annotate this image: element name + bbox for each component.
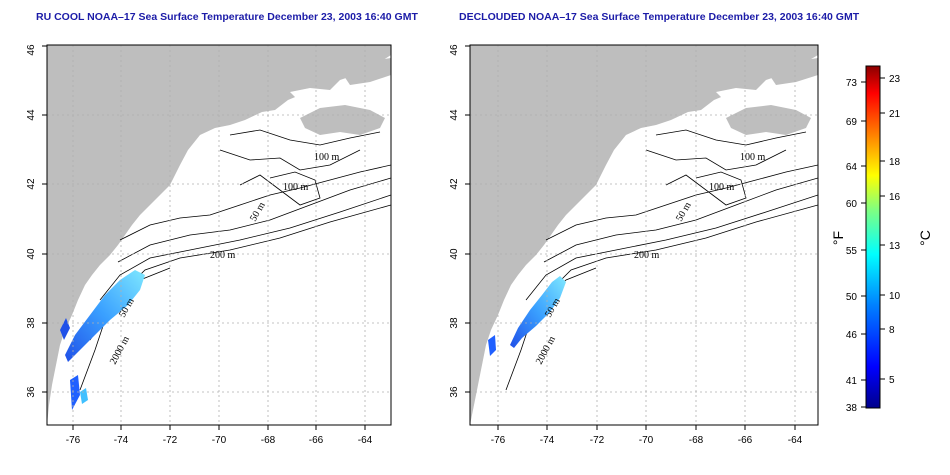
contour-label-100m: 100 m xyxy=(283,182,309,193)
colorbar-c-tick: 10 xyxy=(889,291,901,302)
x-tick-label: -70 xyxy=(212,435,227,446)
nova-scotia-land xyxy=(300,105,385,135)
colorbar-f-tick: 55 xyxy=(846,246,858,257)
y-tick-label: 38 xyxy=(449,317,460,329)
land-mass xyxy=(470,45,818,425)
colorbar-f-tick: 46 xyxy=(846,330,858,341)
right-map-frame xyxy=(469,44,819,426)
y-tick-label: 40 xyxy=(26,248,37,260)
colorbar-f-tick: 64 xyxy=(846,162,858,173)
contour-label-200m: 200 m xyxy=(210,250,236,261)
contour-label-100m: 100 m xyxy=(314,152,340,163)
colorbar-c-tick: 18 xyxy=(889,157,901,168)
y-tick-label: 38 xyxy=(26,317,37,329)
y-tick-label: 44 xyxy=(26,109,37,121)
colorbar-celsius-label: °C xyxy=(917,230,933,246)
colorbar-gradient xyxy=(865,65,881,409)
y-tick-label: 40 xyxy=(449,248,460,260)
newfoundland-land xyxy=(340,58,391,85)
colorbar-f-tick: 60 xyxy=(846,199,858,210)
lat-lon-grid xyxy=(47,45,391,425)
contour-label-100m: 100 m xyxy=(709,182,735,193)
x-tick-label: -74 xyxy=(540,435,555,446)
y-tick-label: 42 xyxy=(449,178,460,190)
colorbar-c-tick: 21 xyxy=(889,109,901,120)
y-tick-label: 36 xyxy=(449,386,460,398)
colorbar-f-tick: 50 xyxy=(846,292,858,303)
x-tick-label: -72 xyxy=(590,435,605,446)
contour-label-200m: 200 m xyxy=(634,250,660,261)
colorbar-f-tick: 38 xyxy=(846,403,858,414)
x-tick-label: -72 xyxy=(163,435,178,446)
x-tick-label: -66 xyxy=(738,435,753,446)
contour-label-100m: 100 m xyxy=(740,152,766,163)
y-tick-label: 46 xyxy=(26,44,37,56)
left-map-panel: 100 m 100 m 50 m 200 m 50 m 2000 m -76 -… xyxy=(26,44,392,446)
colorbar-f-tick: 41 xyxy=(846,376,858,387)
y-tick-label: 42 xyxy=(26,178,37,190)
x-tick-label: -76 xyxy=(491,435,506,446)
newfoundland-land xyxy=(766,58,818,85)
nova-scotia-land xyxy=(726,105,811,135)
x-tick-label: -66 xyxy=(309,435,324,446)
sst-patch xyxy=(488,276,566,356)
bay-of-fundy xyxy=(290,88,330,102)
lat-lon-grid xyxy=(470,45,818,425)
x-tick-label: -76 xyxy=(66,435,81,446)
colorbar-c-tick: 23 xyxy=(889,74,901,85)
colorbar-f-tick: 69 xyxy=(846,117,858,128)
bay-of-fundy xyxy=(716,88,756,102)
left-axis-ticks xyxy=(42,45,366,430)
colorbar: 73 69 64 60 55 50 46 41 38 23 21 18 16 1… xyxy=(830,65,933,414)
left-map-title: RU COOL NOAA–17 Sea Surface Temperature … xyxy=(36,11,418,23)
colorbar-c-tick: 13 xyxy=(889,241,901,252)
colorbar-fahrenheit-label: °F xyxy=(830,231,846,245)
right-map-title: DECLOUDED NOAA–17 Sea Surface Temperatur… xyxy=(459,11,860,23)
right-axis-ticks xyxy=(465,45,796,430)
colorbar-c-tick: 8 xyxy=(889,325,895,336)
colorbar-c-tick: 16 xyxy=(889,192,901,203)
x-tick-label: -74 xyxy=(114,435,129,446)
colorbar-c-tick: 5 xyxy=(889,375,895,386)
y-tick-label: 46 xyxy=(449,44,460,56)
x-tick-label: -68 xyxy=(261,435,276,446)
bathymetry-contours xyxy=(79,129,391,391)
x-tick-label: -64 xyxy=(788,435,803,446)
colorbar-f-tick: 73 xyxy=(846,78,858,89)
chesapeake-bay xyxy=(494,290,522,365)
x-tick-label: -64 xyxy=(358,435,373,446)
y-tick-label: 44 xyxy=(449,109,460,121)
sst-patch xyxy=(60,270,145,410)
land-mass xyxy=(47,45,391,425)
right-map-panel: 100 m 100 m 50 m 200 m 50 m 2000 m -76 -… xyxy=(449,44,819,446)
x-tick-label: -70 xyxy=(639,435,654,446)
x-tick-label: -68 xyxy=(689,435,704,446)
y-tick-label: 36 xyxy=(26,386,37,398)
